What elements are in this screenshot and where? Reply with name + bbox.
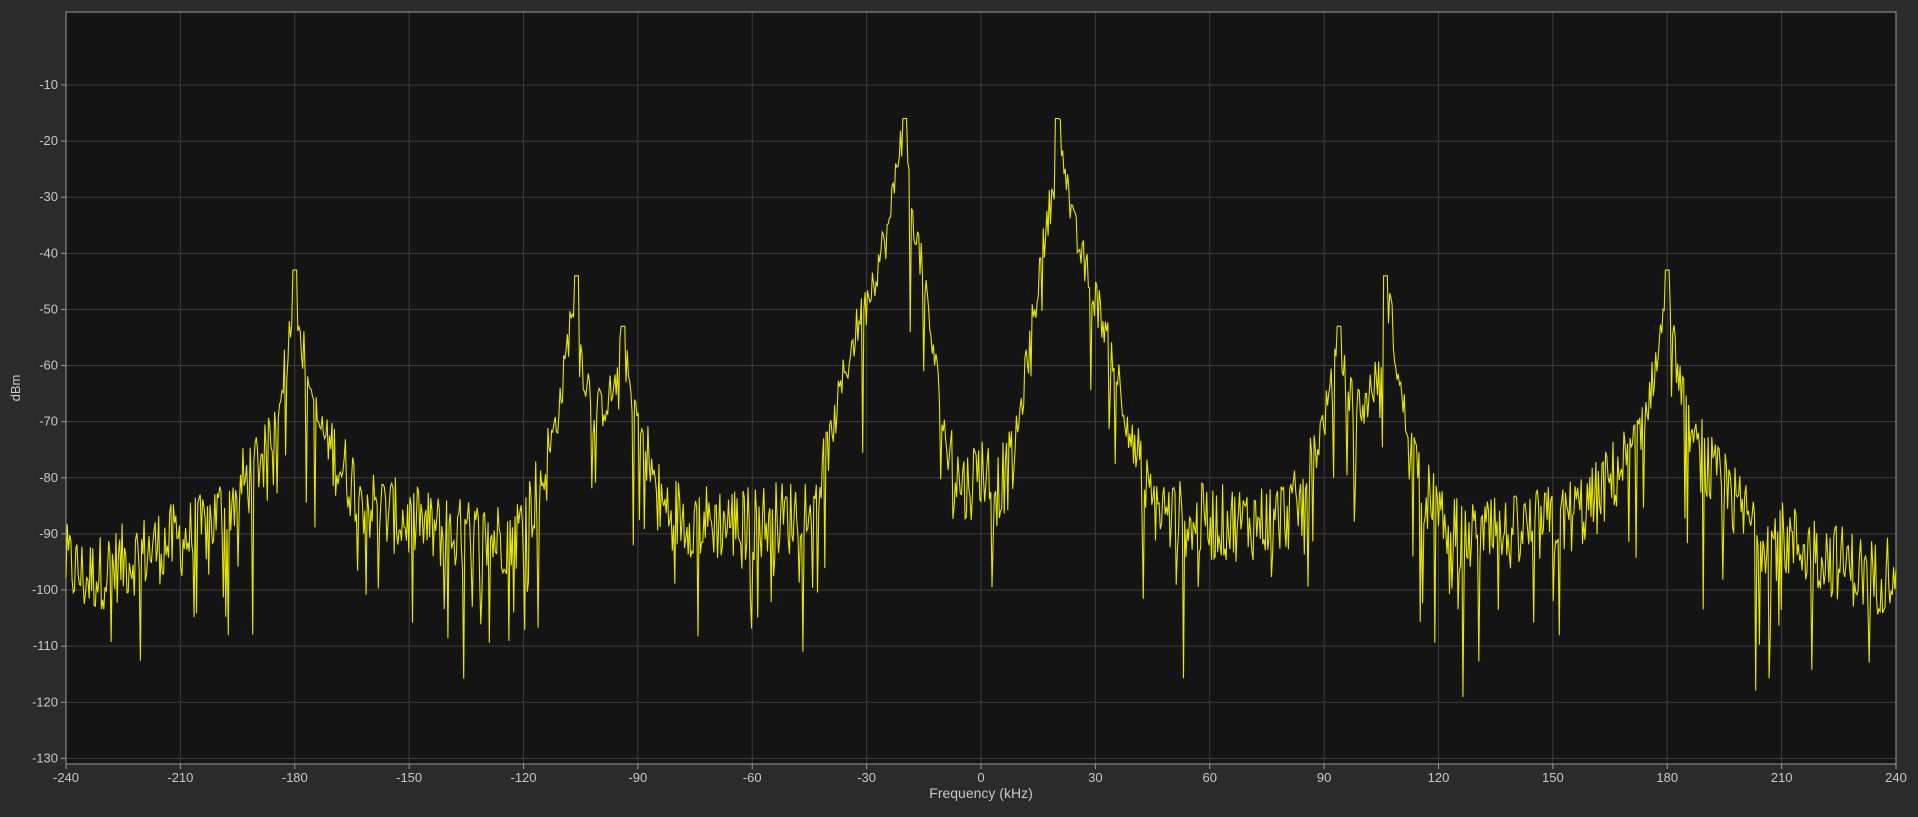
- x-tick-label: 240: [1885, 770, 1907, 785]
- x-tick-label: -240: [53, 770, 79, 785]
- y-tick-label: -80: [39, 470, 58, 485]
- x-tick-label: 180: [1656, 770, 1678, 785]
- y-tick-label: -60: [39, 358, 58, 373]
- y-tick-label: -10: [39, 77, 58, 92]
- x-tick-label: -150: [396, 770, 422, 785]
- x-tick-label: 30: [1088, 770, 1102, 785]
- y-tick-label: -30: [39, 189, 58, 204]
- y-tick-label: -20: [39, 133, 58, 148]
- y-tick-label: -110: [33, 638, 58, 653]
- series-line: [65, 118, 1897, 697]
- x-tick-label: 0: [977, 770, 984, 785]
- y-tick-label: -120: [32, 694, 58, 709]
- y-axis-label: dBm: [8, 375, 23, 402]
- x-tick-label: -90: [628, 770, 647, 785]
- x-tick-label: 210: [1771, 770, 1793, 785]
- y-tick-label: -130: [32, 750, 58, 765]
- x-tick-label: 60: [1203, 770, 1217, 785]
- x-tick-label: -120: [510, 770, 536, 785]
- x-tick-label: -60: [743, 770, 762, 785]
- y-tick-label: -40: [39, 245, 58, 260]
- x-tick-label: -180: [282, 770, 308, 785]
- x-tick-label: 120: [1428, 770, 1450, 785]
- x-tick-label: -210: [167, 770, 193, 785]
- y-tick-label: -100: [32, 582, 58, 597]
- x-axis-label: Frequency (kHz): [929, 785, 1032, 801]
- y-tick-label: -70: [39, 414, 58, 429]
- y-tick-label: -90: [39, 526, 58, 541]
- x-tick-label: 150: [1542, 770, 1564, 785]
- x-axis-ticks: -240 -210 -180 -150 -120 -90 -60 -30 0 30 60 90 120 1…: [53, 764, 1907, 785]
- y-tick-label: -50: [39, 301, 58, 316]
- y-axis-ticks: -10 -20 -30 -40 -50 -60 -70 -80 -90 -100 -110 -120 -…: [32, 77, 66, 765]
- x-tick-label: -30: [857, 770, 876, 785]
- x-tick-label: 90: [1317, 770, 1331, 785]
